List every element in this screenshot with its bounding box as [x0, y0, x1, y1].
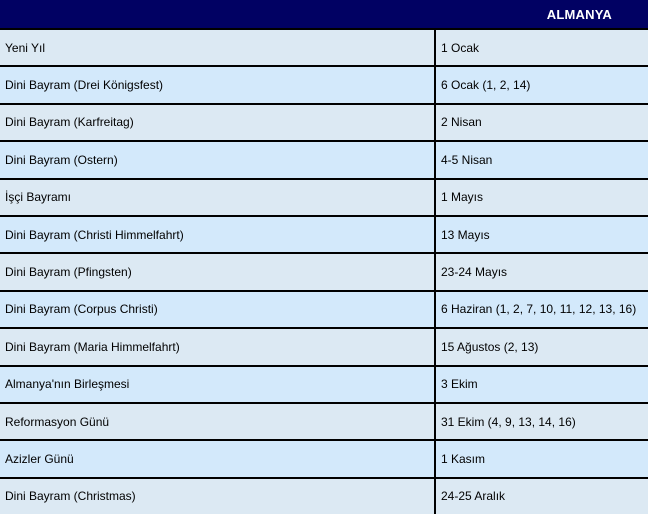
table-row: Dini Bayram (Pfingsten) 23-24 Mayıs [0, 254, 648, 292]
holiday-name-cell: Dini Bayram (Corpus Christi) [0, 292, 434, 327]
holiday-date: 15 Ağustos (2, 13) [441, 339, 539, 354]
holiday-date: 31 Ekim (4, 9, 13, 14, 16) [441, 414, 576, 429]
holiday-name: Reformasyon Günü [5, 414, 110, 429]
holiday-date-cell: 31 Ekim (4, 9, 13, 14, 16) [434, 403, 648, 440]
holiday-name: Dini Bayram (Christmas) [5, 489, 136, 504]
holiday-name: Dini Bayram (Pfingsten) [5, 265, 132, 280]
holiday-date: 13 Mayıs [441, 227, 490, 242]
table-row: Dini Bayram (Christmas) 24-25 Aralık [0, 478, 648, 514]
table-row: Yeni Yıl 1 Ocak [0, 30, 648, 68]
holiday-name-cell: Dini Bayram (Karfreitag) [0, 105, 434, 140]
holiday-date: 1 Mayıs [441, 190, 484, 205]
holiday-name-cell: Dini Bayram (Drei Königsfest) [0, 67, 434, 102]
table-row: Dini Bayram (Drei Königsfest) 6 Ocak (1,… [0, 67, 648, 105]
holiday-date-cell: 24-25 Aralık [434, 478, 648, 514]
holiday-name: Dini Bayram (Ostern) [5, 152, 118, 167]
table-body: Yeni Yıl 1 Ocak Dini Bayram (Drei Königs… [0, 30, 648, 514]
holiday-name-cell: Reformasyon Günü [0, 404, 434, 439]
table-row: Reformasyon Günü 31 Ekim (4, 9, 13, 14, … [0, 403, 648, 442]
holiday-date: 6 Ocak (1, 2, 14) [441, 78, 531, 93]
table-row: Dini Bayram (Karfreitag) 2 Nisan [0, 104, 648, 143]
country-title: ALMANYA [546, 6, 612, 22]
holiday-name: Dini Bayram (Karfreitag) [5, 115, 134, 130]
holiday-name-cell: Almanya'nın Birleşmesi [0, 367, 434, 402]
holiday-date-cell: 1 Kasım [434, 441, 648, 477]
table-row: Dini Bayram (Corpus Christi) 6 Haziran (… [0, 291, 648, 330]
holiday-name: Dini Bayram (Christi Himmelfahrt) [5, 227, 184, 242]
holiday-name: Dini Bayram (Corpus Christi) [5, 302, 158, 317]
holiday-name-cell: Dini Bayram (Maria Himmelfahrt) [0, 329, 434, 364]
holiday-date-cell: 13 Mayıs [434, 216, 648, 253]
holiday-date: 1 Kasım [441, 451, 486, 466]
holiday-name: Dini Bayram (Maria Himmelfahrt) [5, 339, 180, 354]
holiday-date: 1 Ocak [441, 40, 480, 55]
holiday-name-cell: Azizler Günü [0, 441, 434, 476]
table-row: Dini Bayram (Christi Himmelfahrt) 13 May… [0, 216, 648, 255]
holiday-date: 24-25 Aralık [441, 489, 506, 504]
holiday-name-cell: İşçi Bayramı [0, 180, 434, 215]
table-row: Azizler Günü 1 Kasım [0, 441, 648, 479]
holiday-date-cell: 4-5 Nisan [434, 142, 648, 178]
holiday-name: Almanya'nın Birleşmesi [5, 377, 130, 392]
holiday-date-cell: 1 Ocak [434, 30, 648, 66]
holiday-date-cell: 3 Ekim [434, 366, 648, 402]
holiday-date: 2 Nisan [441, 115, 482, 130]
holiday-date-cell: 6 Ocak (1, 2, 14) [434, 67, 648, 103]
holiday-name: Yeni Yıl [5, 40, 46, 55]
table-row: İşçi Bayramı 1 Mayıs [0, 179, 648, 217]
holiday-name-cell: Dini Bayram (Pfingsten) [0, 254, 434, 289]
holiday-date: 6 Haziran (1, 2, 7, 10, 11, 12, 13, 16) [441, 302, 637, 317]
table-row: Dini Bayram (Maria Himmelfahrt) 15 Ağust… [0, 329, 648, 367]
holiday-name: Azizler Günü [5, 451, 74, 466]
holiday-date: 4-5 Nisan [441, 152, 493, 167]
table-row: Dini Bayram (Ostern) 4-5 Nisan [0, 142, 648, 180]
holiday-date: 23-24 Mayıs [441, 265, 508, 280]
holiday-date-cell: 23-24 Mayıs [434, 254, 648, 290]
holiday-name-cell: Dini Bayram (Christi Himmelfahrt) [0, 217, 434, 252]
table-header: ALMANYA [0, 0, 648, 30]
holiday-name-cell: Dini Bayram (Christmas) [0, 479, 434, 514]
holiday-date-cell: 6 Haziran (1, 2, 7, 10, 11, 12, 13, 16) [434, 291, 648, 328]
holiday-date-cell: 2 Nisan [434, 104, 648, 141]
holiday-date: 3 Ekim [441, 377, 478, 392]
holiday-name-cell: Yeni Yıl [0, 30, 434, 65]
holiday-date-cell: 1 Mayıs [434, 179, 648, 215]
table-row: Almanya'nın Birleşmesi 3 Ekim [0, 366, 648, 404]
holiday-name: İşçi Bayramı [5, 190, 72, 205]
holiday-date-cell: 15 Ağustos (2, 13) [434, 329, 648, 365]
holiday-name-cell: Dini Bayram (Ostern) [0, 142, 434, 177]
holiday-name: Dini Bayram (Drei Königsfest) [5, 78, 164, 93]
